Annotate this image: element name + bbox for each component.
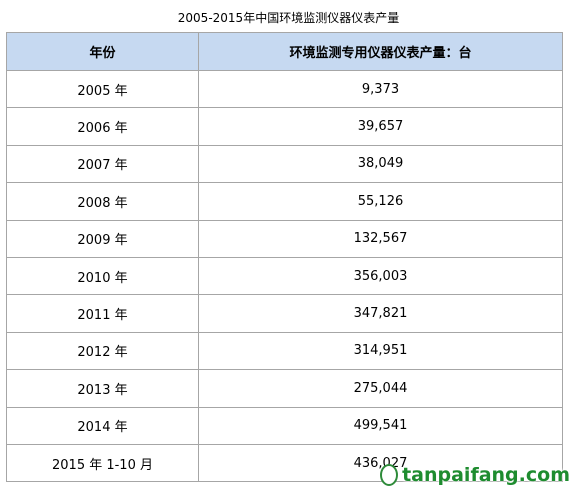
table-header: 年份 环境监测专用仪器仪表产量：台 — [6, 32, 563, 71]
table-row: 2013 年 275,044 — [6, 369, 563, 408]
header-cell: 环境监测专用仪器仪表产量：台 — [198, 32, 563, 71]
year-cell: 2009 年 — [6, 219, 199, 258]
year-cell: 2011 年 — [6, 294, 199, 333]
table-row: 2010 年 356,003 — [6, 256, 563, 296]
table-row: 2005 年 9,373 — [6, 69, 563, 109]
data-table: 年份 环境监测专用仪器仪表产量：台 2005 年 9,373 2006 年 39,65… — [6, 32, 563, 483]
value-cell: 132,567 — [198, 219, 563, 258]
value-cell: 356,003 — [198, 256, 563, 296]
value-cell: 38,049 — [198, 144, 563, 184]
value-cell: 275,044 — [198, 369, 563, 408]
value-cell: 9,373 — [198, 69, 563, 109]
value-cell: 39,657 — [198, 107, 563, 146]
year-cell: 2014 年 — [6, 406, 199, 445]
table-row: 2011 年 347,821 — [6, 294, 563, 333]
value-cell: 314,951 — [198, 331, 563, 371]
table-row: 2009 年 132,567 — [6, 219, 563, 258]
watermark: tanpaifang.com — [380, 462, 570, 488]
table-row: 2008 年 55,126 — [6, 182, 563, 221]
header-cell: 年份 — [6, 32, 199, 71]
year-cell: 2006 年 — [6, 107, 199, 146]
year-cell: 2010 年 — [6, 256, 199, 296]
year-cell: 2008 年 — [6, 182, 199, 221]
watermark-text: tanpaifang.com — [402, 464, 570, 486]
value-cell: 347,821 — [198, 294, 563, 333]
watermark-logo — [380, 464, 399, 486]
table-body: 2005 年 9,373 2006 年 39,657 2007 年 38,049 2008 … — [6, 69, 563, 483]
year-cell: 2007 年 — [6, 144, 199, 184]
table-row: 2012 年 314,951 — [6, 331, 563, 371]
year-cell: 2013 年 — [6, 369, 199, 408]
year-cell: 2005 年 — [6, 69, 199, 109]
table-row: 2014 年 499,541 — [6, 406, 563, 445]
year-cell: 2012 年 — [6, 331, 199, 371]
header-row: 年份 环境监测专用仪器仪表产量：台 — [6, 32, 563, 71]
table-row: 2015 年 1-10 月 436,027 — [6, 443, 563, 483]
table-row: 2006 年 39,657 — [6, 107, 563, 146]
value-cell: 499,541 — [198, 406, 563, 445]
value-cell: 55,126 — [198, 182, 563, 221]
year-cell: 2015 年 1-10 月 — [6, 443, 199, 483]
table-row: 2007 年 38,049 — [6, 144, 563, 184]
title: 2005-2015年中国环境监测仪器仪表产量 — [177, 11, 400, 25]
